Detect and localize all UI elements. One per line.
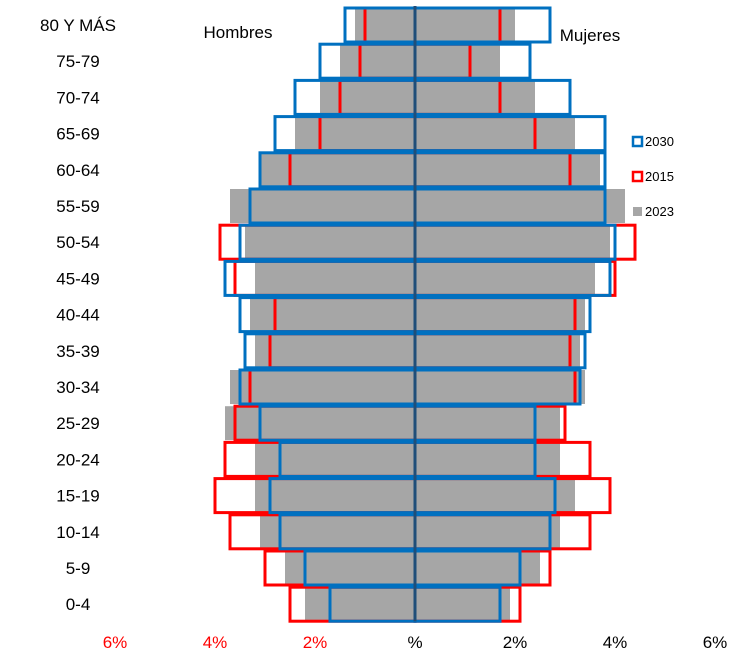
women-side-label: Mujeres: [560, 26, 620, 45]
legend-label-2015: 2015: [645, 169, 674, 184]
legend-swatch-2015: [631, 170, 644, 183]
bar-2023-women-25-29: [415, 406, 560, 441]
age-label-20-24: 20-24: [56, 450, 99, 469]
age-label-50-54: 50-54: [56, 233, 99, 252]
legend-swatch-2030: [631, 135, 644, 148]
bar-2023-men-0-4: [305, 587, 415, 622]
bar-2023-men-35-39: [255, 333, 415, 368]
x-tick-label: 4%: [603, 633, 628, 652]
bar-2023-men-40-44: [250, 297, 415, 332]
x-tick-label: %: [407, 633, 422, 652]
bar-2023-men-75-79: [340, 44, 415, 79]
age-label-80-y-más: 80 Y MÁS: [40, 16, 116, 35]
age-label-40-44: 40-44: [56, 306, 99, 325]
bar-2023-women-45-49: [415, 261, 595, 296]
bar-2023-women-50-54: [415, 225, 610, 260]
bar-2023-men-60-64: [260, 152, 415, 187]
bar-2023-women-40-44: [415, 297, 585, 332]
age-label-45-49: 45-49: [56, 269, 99, 288]
age-label-75-79: 75-79: [56, 52, 99, 71]
x-axis-tick-labels: 6% 4% 2%% 2% 4% 6%: [103, 633, 728, 652]
bar-2023-men-50-54: [245, 225, 415, 260]
men-side-label: Hombres: [204, 23, 273, 42]
bar-2023-women-65-69: [415, 116, 575, 151]
bar-2023-men-65-69: [295, 116, 415, 151]
bar-2023-men-20-24: [255, 442, 415, 477]
age-label-35-39: 35-39: [56, 342, 99, 361]
bar-2023-men-30-34: [230, 370, 415, 404]
age-label-15-19: 15-19: [56, 487, 99, 506]
legend-label-2030: 2030: [645, 134, 674, 149]
age-label-60-64: 60-64: [56, 161, 99, 180]
bar-2023-men-70-74: [320, 80, 415, 115]
bar-2023-women-20-24: [415, 442, 560, 477]
bar-2023-men-25-29: [225, 406, 415, 441]
bar-2023-women-80-y-más: [415, 8, 515, 42]
age-label-5-9: 5-9: [66, 559, 91, 578]
age-label-55-59: 55-59: [56, 197, 99, 216]
age-label-10-14: 10-14: [56, 523, 99, 542]
age-label-70-74: 70-74: [56, 88, 99, 107]
age-group-labels: 0-4 5-9 10-14 15-19 20-24 25-29 30-34 35-39 40-4…: [40, 16, 116, 614]
bar-2023-men-45-49: [255, 261, 415, 296]
bar-2023-women-15-19: [415, 478, 575, 513]
bar-2023-men-5-9: [285, 551, 415, 585]
bar-2023-men-10-14: [260, 514, 415, 549]
series-2023-bars: [225, 8, 625, 622]
legend-swatch-2023: [633, 207, 642, 216]
age-label-25-29: 25-29: [56, 414, 99, 433]
bar-2023-women-10-14: [415, 514, 560, 549]
bar-2023-women-75-79: [415, 44, 500, 79]
age-label-65-69: 65-69: [56, 125, 99, 144]
bar-2023-women-0-4: [415, 587, 510, 622]
bar-2023-women-35-39: [415, 333, 580, 368]
age-label-30-34: 30-34: [56, 378, 99, 397]
x-tick-label: 6%: [103, 633, 128, 652]
x-tick-label: 2%: [503, 633, 528, 652]
x-tick-label: 4%: [203, 633, 228, 652]
age-label-0-4: 0-4: [66, 595, 91, 614]
x-tick-label: 2%: [303, 633, 328, 652]
legend: 2030 2015 2023: [631, 134, 674, 219]
x-tick-label: 6%: [703, 633, 728, 652]
bar-2023-men-15-19: [255, 478, 415, 513]
legend-label-2023: 2023: [645, 204, 674, 219]
bar-2023-women-70-74: [415, 80, 535, 115]
bar-2023-women-55-59: [415, 189, 625, 223]
bar-2023-women-30-34: [415, 370, 585, 404]
bar-2023-women-60-64: [415, 152, 600, 187]
bar-2023-men-55-59: [230, 189, 415, 223]
